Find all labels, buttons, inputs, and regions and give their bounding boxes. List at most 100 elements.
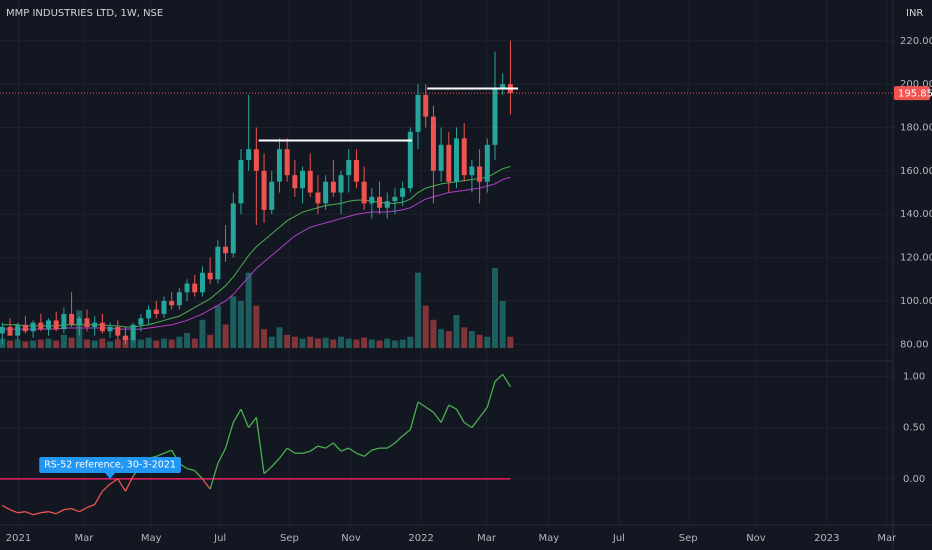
candle-body xyxy=(500,84,506,89)
candle-body xyxy=(30,322,36,332)
x-tick-label: Mar xyxy=(877,533,897,544)
volume-bar xyxy=(7,340,14,348)
candle-body xyxy=(269,181,275,210)
rs-line xyxy=(356,452,365,457)
rs-line xyxy=(448,404,457,410)
rs-line xyxy=(94,490,103,505)
candle-body xyxy=(176,292,182,306)
y-tick-label: 220.00 xyxy=(900,36,932,47)
x-tick-label: Sep xyxy=(679,533,698,544)
rs-line xyxy=(502,373,511,387)
rs-line xyxy=(71,507,80,513)
rs-annotation-text: RS-52 reference, 30-3-2021 xyxy=(44,460,176,471)
candle-body xyxy=(423,94,429,117)
last-price-label: 195.85 xyxy=(898,89,932,100)
candle-body xyxy=(122,335,128,340)
rs-line xyxy=(271,457,280,468)
candle-body xyxy=(130,324,136,340)
y-tick-label: 140.00 xyxy=(900,209,932,220)
volume-bar xyxy=(230,296,237,348)
rs-annotation-pointer xyxy=(105,473,116,479)
volume-bar xyxy=(291,336,298,348)
candle-body xyxy=(484,144,490,182)
volume-bar xyxy=(345,338,352,348)
volume-bar xyxy=(268,336,275,348)
volume-bar xyxy=(37,339,44,348)
candle-body xyxy=(246,149,252,161)
axes: 2021 Mar May Jul Sep Nov 2022 Mar May Jul Sep Nov 20… xyxy=(6,36,932,544)
candle-body xyxy=(353,160,359,182)
y-tick-label: 180.00 xyxy=(900,122,932,133)
rs-line xyxy=(17,511,26,514)
volume-bar xyxy=(222,324,229,348)
candle-body xyxy=(492,88,498,145)
candle-body xyxy=(22,324,28,332)
volume-bar xyxy=(137,339,144,348)
volume-bar xyxy=(299,338,306,348)
volume-bar xyxy=(445,331,452,348)
rs-line xyxy=(325,442,334,449)
rs-line xyxy=(78,507,88,513)
volume-bar xyxy=(160,338,167,348)
x-tick-label: Mar xyxy=(477,533,497,544)
rs-line xyxy=(109,478,119,485)
candle-body xyxy=(53,320,59,330)
rs-line xyxy=(124,475,134,492)
candle-body xyxy=(199,272,205,293)
volume-bar xyxy=(45,338,52,348)
rs-line xyxy=(348,447,357,454)
candle-body xyxy=(61,313,67,330)
candle-body xyxy=(292,175,298,189)
x-tick-label: Jul xyxy=(213,533,226,544)
rs-line xyxy=(86,503,95,509)
volume-bar xyxy=(176,336,183,348)
candle-body xyxy=(92,322,98,327)
volume-bar xyxy=(214,305,221,348)
volume-bar xyxy=(253,305,260,348)
volume-bar xyxy=(207,334,214,348)
volume-bar xyxy=(422,305,429,348)
volume-bar xyxy=(199,319,206,348)
candle-body xyxy=(107,326,113,332)
volume-bar xyxy=(60,334,67,348)
rs-tick-label: 1.00 xyxy=(903,371,925,382)
rs-line xyxy=(317,445,326,449)
rs-annotation-box xyxy=(39,457,181,473)
volume-bar xyxy=(130,338,137,348)
volume-bar xyxy=(407,336,414,348)
candle-body xyxy=(7,326,13,336)
rs-line xyxy=(217,447,227,464)
candle-body xyxy=(184,283,190,293)
rs-line xyxy=(494,373,504,382)
x-tick-label: May xyxy=(539,533,560,544)
volume-bar xyxy=(99,338,106,348)
rs-line xyxy=(455,408,465,423)
candle-body xyxy=(415,94,421,132)
candle-body xyxy=(253,149,259,171)
rs-line xyxy=(248,416,257,429)
x-tick-label: Nov xyxy=(746,533,766,544)
rs-line xyxy=(2,504,11,511)
volume-bar xyxy=(438,329,445,348)
x-tick-label: 2023 xyxy=(814,533,839,544)
candle-body xyxy=(84,318,90,327)
volume-bar xyxy=(491,268,498,348)
volume-bar xyxy=(314,338,321,348)
rs-tick-label: 0.00 xyxy=(903,474,925,485)
x-tick-label: Mar xyxy=(74,533,94,544)
y-tick-label: 80.00 xyxy=(900,339,929,350)
volume-bar xyxy=(338,336,345,348)
volume-bar xyxy=(114,339,121,348)
candle-body xyxy=(315,192,321,204)
volume-bar xyxy=(68,337,75,348)
rs-line xyxy=(371,447,380,451)
candle-body xyxy=(361,181,367,204)
rs-line xyxy=(255,417,265,474)
volume-bar xyxy=(276,327,283,348)
candle-body xyxy=(230,203,236,254)
volume-bar xyxy=(307,336,314,348)
rs-line xyxy=(55,509,65,515)
rs-line xyxy=(40,511,49,514)
candle-body xyxy=(338,175,344,193)
